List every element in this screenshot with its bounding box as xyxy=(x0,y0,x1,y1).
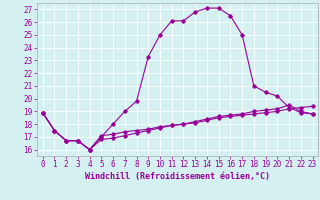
X-axis label: Windchill (Refroidissement éolien,°C): Windchill (Refroidissement éolien,°C) xyxy=(85,172,270,181)
